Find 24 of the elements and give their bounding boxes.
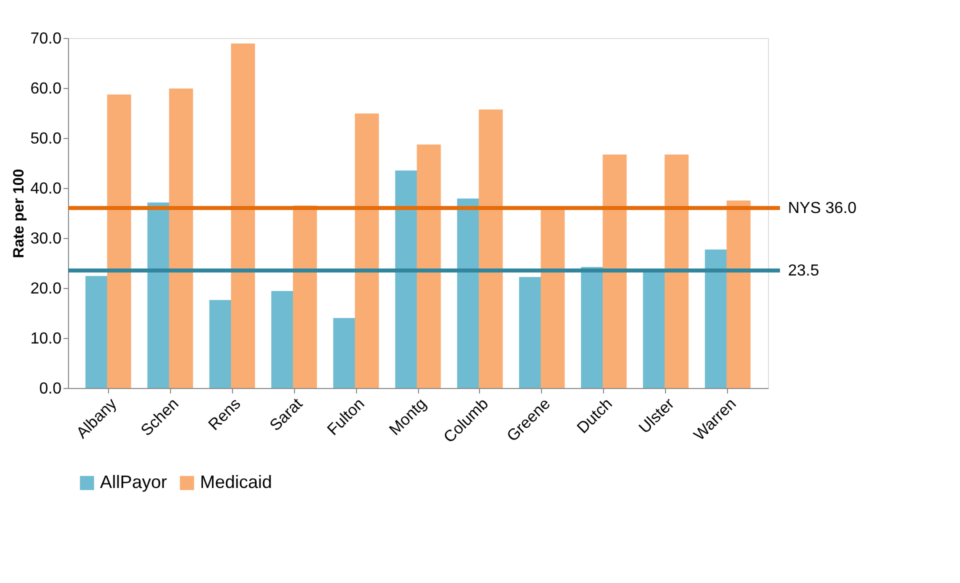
bar [231,44,255,388]
y-tick-label: 50.0 [30,130,62,148]
bar [602,154,627,388]
y-axis-title: Rate per 100 [10,168,28,258]
y-tick-label: 10.0 [30,330,62,348]
legend-label: AllPayor [100,472,168,492]
bar [169,88,194,388]
y-tick-label: 40.0 [30,180,62,198]
ref-line-label: 23.5 [788,262,820,280]
y-tick-label: 70.0 [30,30,62,48]
bar [354,114,379,388]
bar [478,110,503,388]
bar [726,200,751,388]
legend-label: Medicaid [200,472,272,492]
y-tick-label: 0.0 [39,380,62,398]
bar [292,206,317,388]
y-tick-label: 60.0 [30,80,62,98]
bar [664,154,689,388]
bar [107,94,132,388]
y-tick-label: 20.0 [30,280,62,298]
bar [416,144,441,388]
bar [540,210,565,388]
y-tick-label: 30.0 [30,230,62,248]
ref-line-label: NYS 36.0 [788,200,857,217]
